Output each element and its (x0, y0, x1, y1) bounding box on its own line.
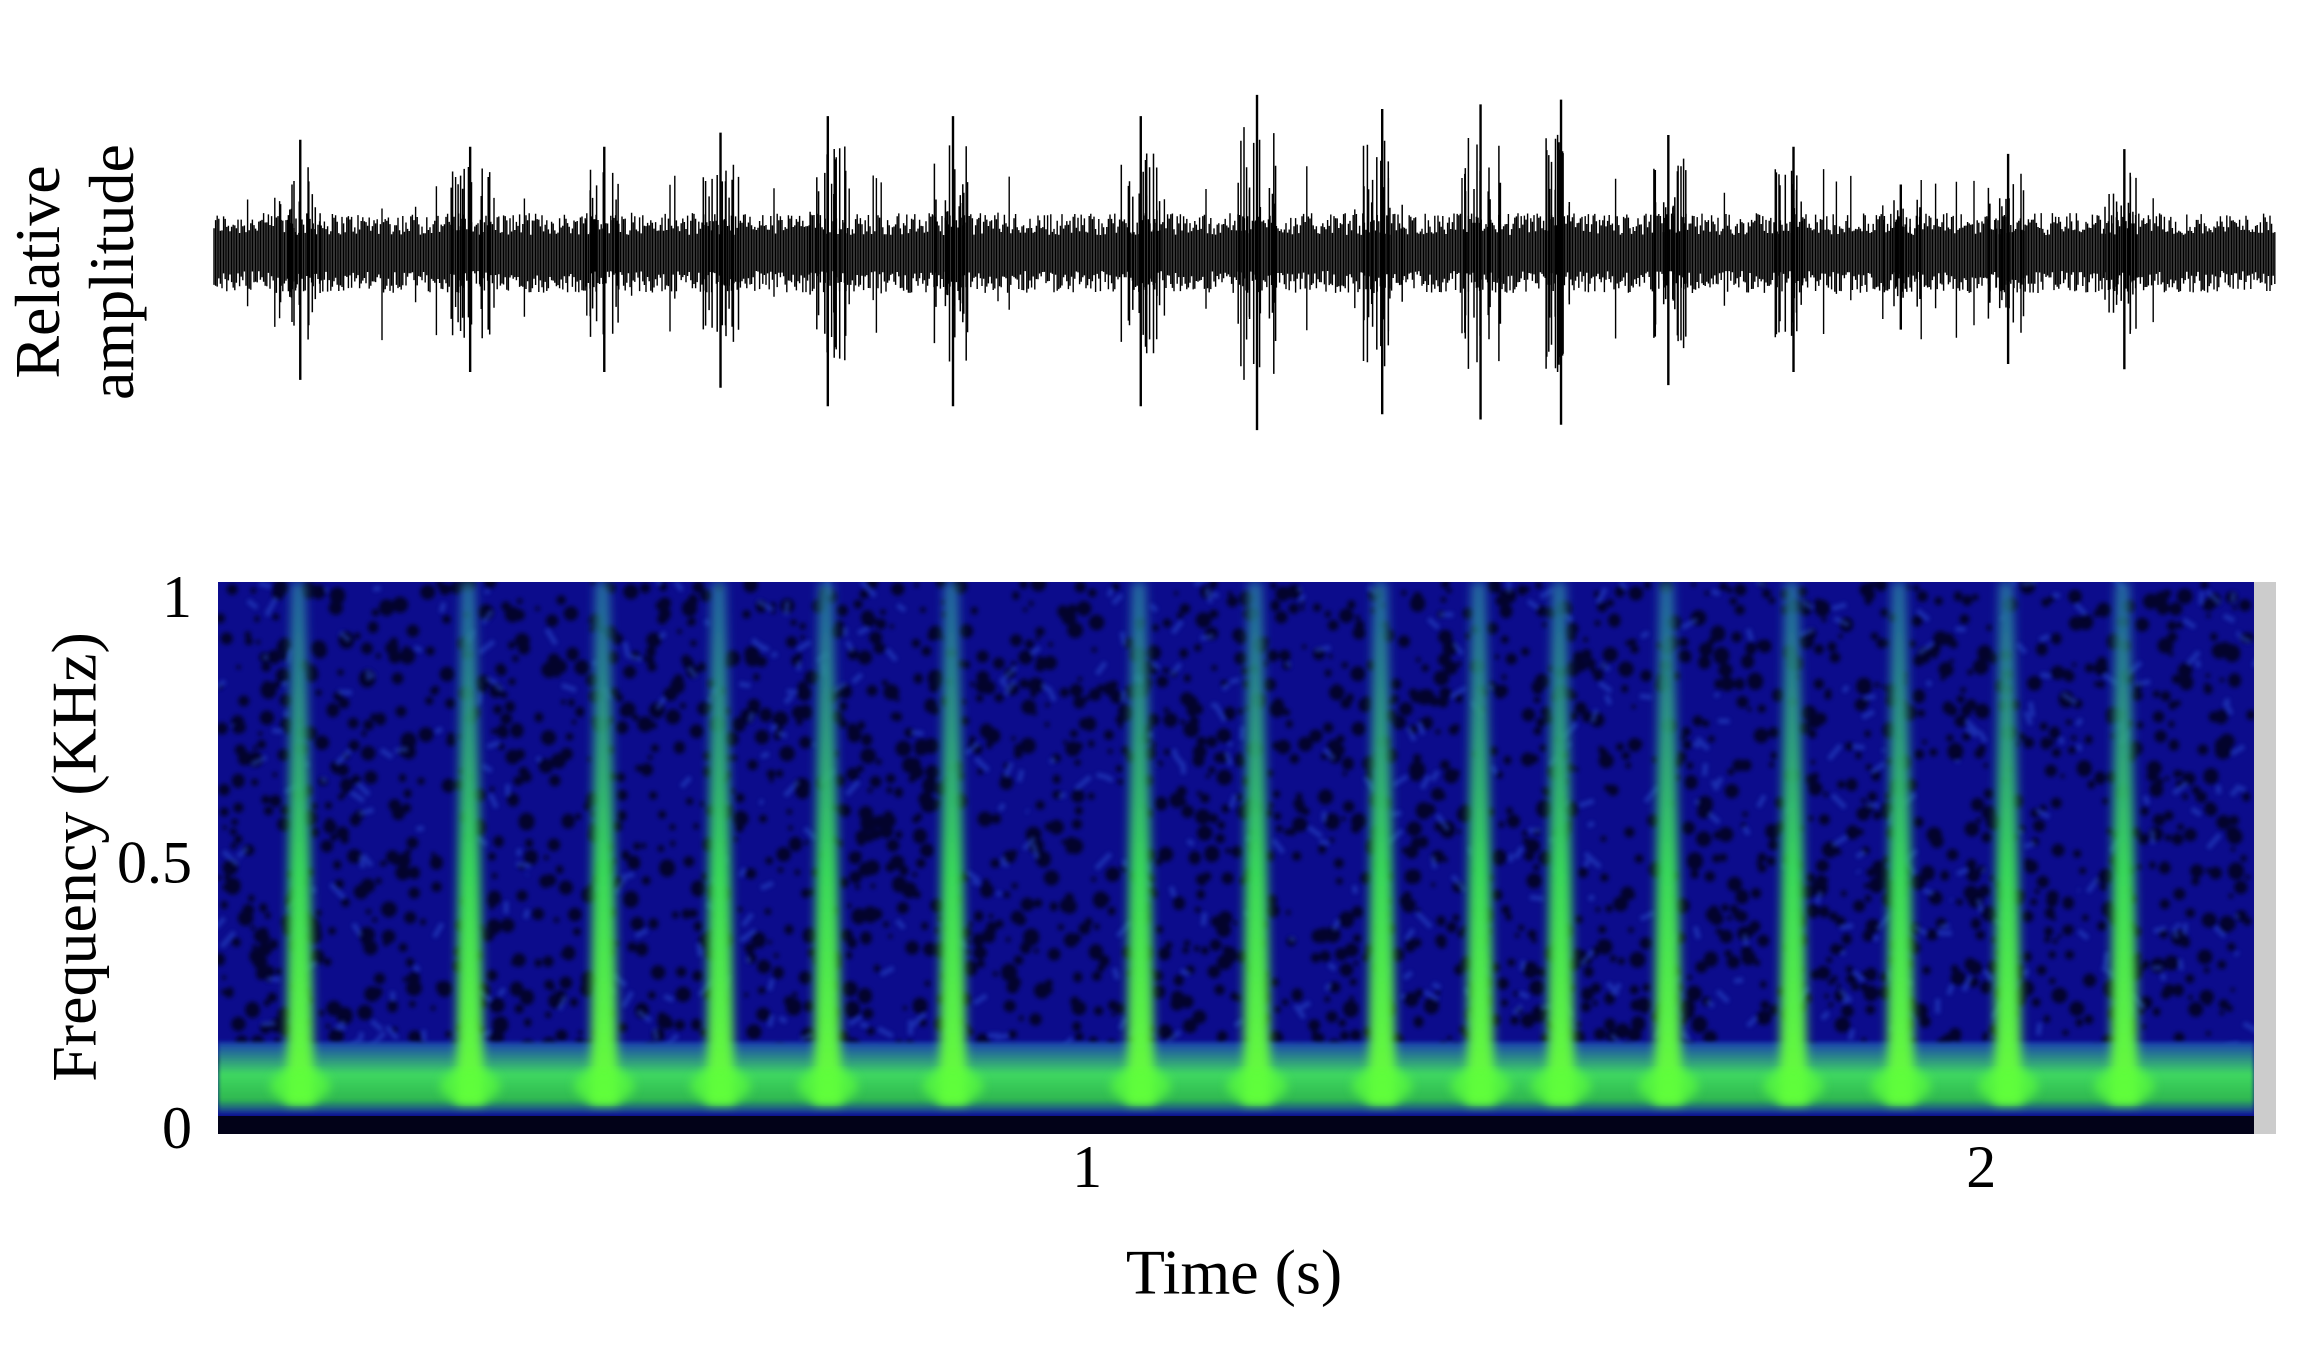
x-axis-label: Time (s) (1126, 1237, 1342, 1308)
pulse-base (690, 1068, 751, 1104)
pulse-base (1352, 1068, 1413, 1104)
pulse-streak (706, 582, 735, 1104)
y-tick-label: 0.5 (117, 829, 192, 895)
y-axis-label: Frequency (KHz) (39, 632, 110, 1082)
pulse-streak (1547, 582, 1576, 1104)
pulse-streak (938, 582, 967, 1104)
pulse-burst (2104, 172, 2137, 334)
pulse-base (1450, 1068, 1511, 1104)
pulse-streak (1886, 582, 1915, 1104)
pulse-burst (450, 168, 491, 339)
pulse-streak (2110, 582, 2139, 1104)
pulse-base (1227, 1068, 1288, 1104)
pulse-burst (933, 145, 967, 362)
pulse-burst (1653, 158, 1687, 349)
pulse-base (574, 1068, 635, 1104)
spectrogram-plot (218, 582, 2254, 1134)
pulse-streak (286, 582, 315, 1104)
pulse-streak (590, 582, 619, 1104)
speckle-light (218, 582, 2254, 1080)
pulse-base (1978, 1068, 2039, 1104)
spectrogram-edge (2254, 582, 2276, 1134)
pulse-base (1531, 1068, 1592, 1104)
pulse-streak (813, 582, 842, 1104)
pulse-burst (702, 164, 740, 342)
pulse-base (797, 1068, 858, 1104)
pulse-base (2094, 1068, 2155, 1104)
pulse-streak (1243, 582, 1272, 1104)
pulse-streak (1654, 582, 1683, 1104)
floor-band (218, 1116, 2254, 1134)
pulse-base (922, 1068, 983, 1104)
pulse-base (1638, 1068, 1699, 1104)
pulse-base (440, 1068, 501, 1104)
y-axis-label: Relativeamplitude (2, 144, 147, 400)
pulse-burst (1362, 140, 1403, 367)
x-tick-label: 1 (1072, 1134, 1102, 1200)
pulse-base (1110, 1068, 1171, 1104)
pulse-base (270, 1068, 331, 1104)
pulse-base (1870, 1068, 1931, 1104)
pulse-base (1763, 1068, 1824, 1104)
y-tick-label: 0 (162, 1095, 192, 1161)
speckle (218, 582, 2254, 1082)
pulse-streak (456, 582, 485, 1104)
pulse-streak (1994, 582, 2023, 1104)
pulse-streak (1466, 582, 1495, 1104)
pulse-streak (1368, 582, 1397, 1104)
pulse-streak (1126, 582, 1155, 1104)
pulse-burst (585, 168, 619, 339)
pulse-streak (1779, 582, 1808, 1104)
x-tick-label: 2 (1966, 1134, 1996, 1200)
pulse-burst (1545, 134, 1571, 372)
y-tick-label: 1 (162, 564, 192, 630)
